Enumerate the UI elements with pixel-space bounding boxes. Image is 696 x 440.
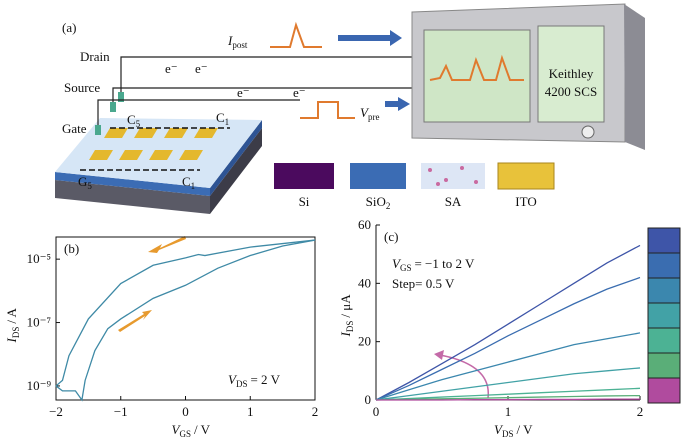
y-tick-label: 0: [365, 392, 372, 407]
swatch-ito: [497, 162, 555, 190]
electrode-label: C1: [182, 174, 195, 191]
trend-arrow-head: [434, 350, 444, 360]
data-line: [375, 244, 641, 401]
instrument-label: 4200 SCS: [545, 84, 597, 99]
panel-label: (c): [384, 229, 398, 244]
electron-label: e⁻: [237, 85, 250, 100]
post-pulse: [270, 21, 322, 48]
sweep-arrows: [118, 236, 186, 332]
screen-trace: [429, 54, 524, 81]
legend-label: SiO2: [366, 194, 391, 211]
panel-label: (b): [64, 241, 79, 256]
pre-pulse: [300, 101, 355, 119]
instrument-side: [624, 4, 645, 150]
x-tick-label: 0: [182, 404, 189, 419]
x-axis-label: VDS / V: [494, 422, 533, 439]
terminal-label: Source: [64, 80, 100, 95]
y-axis-label: IDS/ A: [4, 307, 21, 343]
data-line: [55, 239, 316, 402]
device-diagram: [55, 3, 645, 214]
y-tick-label: 10⁻⁹: [27, 378, 52, 393]
swatch-sio2: [350, 163, 406, 189]
substrate-front: [55, 180, 210, 214]
electron-label: e⁻: [293, 85, 306, 100]
annotation: Step= 0.5 V: [392, 276, 455, 291]
trend-arrow: [439, 354, 489, 399]
x-axis-label: VGS / V: [172, 422, 211, 439]
legend-label: SA: [445, 194, 462, 209]
y-tick-label: 20: [358, 334, 371, 349]
y-tick-label: 10⁻⁷: [27, 315, 51, 330]
terminal-label: Drain: [80, 49, 110, 64]
sa-dots: [428, 166, 478, 186]
legend-swatch: [647, 302, 681, 329]
electron-label: e⁻: [195, 61, 208, 76]
legend-label: ITO: [515, 194, 536, 209]
y-tick-label: 40: [358, 275, 371, 290]
y-axis-label: IDS/ μA: [338, 294, 355, 338]
x-tick-label: 1: [505, 404, 512, 419]
electrode-label: G5: [78, 174, 92, 191]
annotation: VDS = 2 V: [228, 372, 281, 389]
x-tick-label: 0: [373, 404, 380, 419]
x-tick-label: 2: [637, 404, 644, 419]
legend-label: Si: [299, 194, 310, 209]
annotation: VGS = −1 to 2 V: [392, 256, 475, 273]
oxide-side: [210, 120, 262, 196]
data-line: [375, 387, 641, 401]
swatch-si: [274, 163, 334, 189]
data-line: [376, 398, 640, 401]
data-line: [375, 276, 641, 401]
legend-swatch: [647, 377, 681, 404]
data-line: [55, 239, 316, 387]
legend-swatch: [647, 327, 681, 354]
y-tick-label: 10⁻⁵: [27, 251, 51, 266]
swatch-sa: [421, 163, 485, 189]
legend-swatch: [647, 277, 681, 304]
oxide-front: [55, 172, 210, 196]
x-tick-label: −2: [49, 404, 63, 419]
data-line: [375, 367, 641, 401]
current-label: Ipost: [227, 33, 248, 50]
wires: [97, 56, 412, 125]
instrument-panel: [537, 25, 605, 123]
electrode-label: C5: [127, 112, 141, 129]
instrument-label: Keithley: [549, 66, 594, 81]
panel-label: (a): [62, 20, 76, 35]
substrate-side: [210, 128, 262, 214]
legend-swatch: [647, 227, 681, 254]
x-tick-label: 2: [312, 404, 319, 419]
electron-label: e⁻: [165, 61, 178, 76]
terminal-label: Gate: [62, 121, 87, 136]
voltage-label: Vpre: [360, 105, 379, 122]
knob: [581, 125, 595, 139]
electrode-label: C1: [216, 110, 229, 127]
y-tick-label: 60: [358, 217, 371, 232]
x-tick-label: 1: [247, 404, 254, 419]
arrows: [338, 30, 410, 111]
x-tick-label: −1: [114, 404, 128, 419]
ito-electrodes: [89, 128, 218, 160]
probes: [95, 92, 124, 135]
legend-swatch: [647, 252, 681, 279]
data-line: [375, 394, 641, 401]
legend-swatch: [647, 352, 681, 379]
data-line: [375, 332, 641, 401]
